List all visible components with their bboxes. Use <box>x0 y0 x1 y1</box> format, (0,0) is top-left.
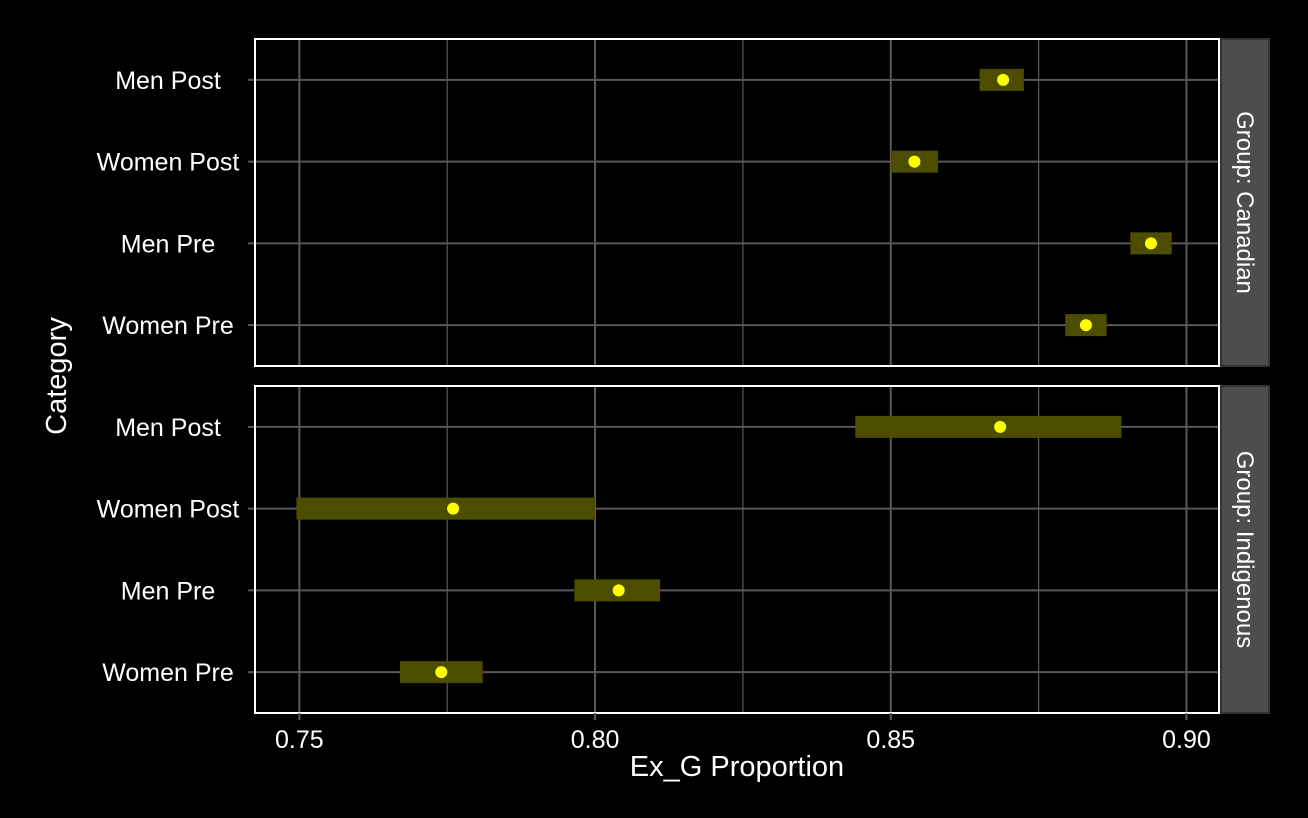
data-point <box>435 666 448 679</box>
facet-strip-label: Group: Canadian <box>1231 111 1258 294</box>
y-tick-label: Women Post <box>97 149 240 177</box>
facet-strip-label: Group: Indigenous <box>1231 451 1258 648</box>
x-tick-label: 0.85 <box>866 726 915 754</box>
y-axis-title: Category <box>41 317 73 435</box>
x-tick-label: 0.75 <box>275 726 324 754</box>
data-point <box>908 155 921 168</box>
y-tick-label: Women Post <box>97 496 240 524</box>
data-point <box>994 420 1007 433</box>
panels: Men Post Women Post Men Pre Women Pre Group:… <box>97 38 1270 714</box>
data-point <box>1079 319 1092 332</box>
panel-border <box>254 385 1220 714</box>
panel-border <box>254 38 1220 367</box>
y-tick-label: Men Pre <box>121 230 215 258</box>
x-axis: 0.75 0.80 0.85 0.90 <box>275 713 1211 754</box>
data-point <box>997 73 1010 86</box>
panel-2: Men Post Women Post Men Pre Women Pre Group:… <box>97 385 1270 714</box>
y-tick-label: Women Pre <box>102 312 234 340</box>
y-tick-label: Men Pre <box>121 577 215 605</box>
x-tick-label: 0.90 <box>1162 726 1211 754</box>
data-point <box>1144 237 1157 250</box>
panel-1: Men Post Women Post Men Pre Women Pre Group:… <box>97 38 1270 367</box>
interval-bar <box>855 415 1122 438</box>
y-tick-label: Women Pre <box>102 659 234 687</box>
facet-strip <box>1220 38 1270 367</box>
y-tick-label: Men Post <box>115 67 221 95</box>
data-point <box>447 502 460 515</box>
interval-bar <box>296 497 596 520</box>
x-axis-title: Ex_G Proportion <box>630 751 844 783</box>
panel-background <box>255 39 1219 366</box>
data-point <box>612 584 625 597</box>
x-tick-label: 0.80 <box>571 726 620 754</box>
panel-background <box>255 386 1219 713</box>
facet-strip <box>1220 385 1270 714</box>
y-tick-label: Men Post <box>115 414 221 442</box>
